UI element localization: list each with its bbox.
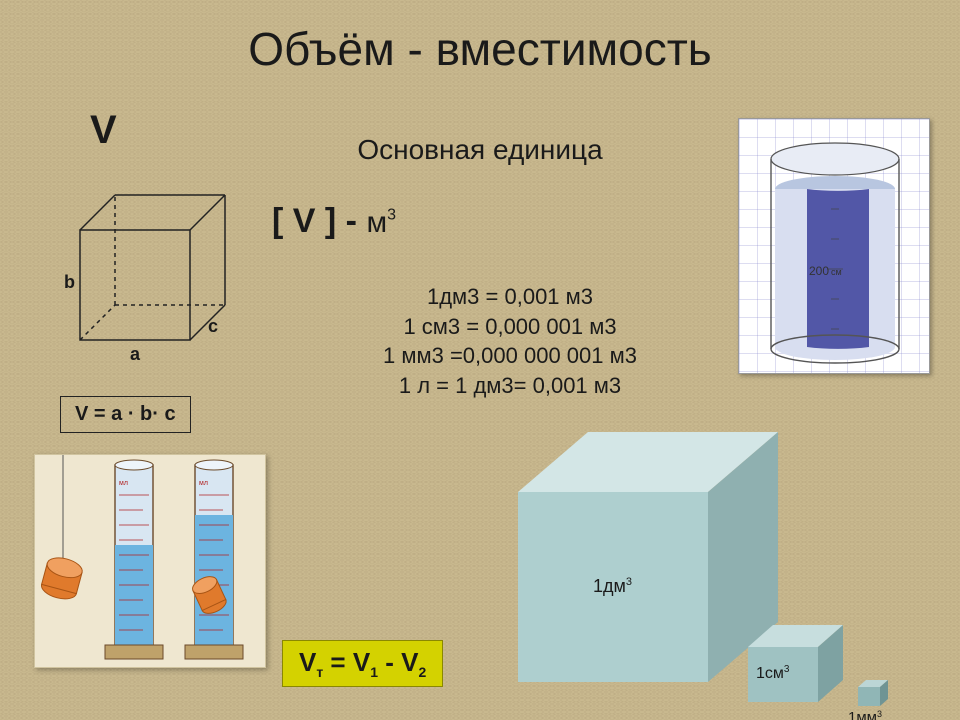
unit-exp: 3 <box>387 207 396 224</box>
conversion-block: 1дм3 = 0,001 м3 1 см3 = 0,000 001 м3 1 м… <box>310 282 710 401</box>
unit-notation: [ V ] - м3 <box>272 202 396 241</box>
svg-text:мл: мл <box>119 480 128 487</box>
cube-formula: V = a · b· c <box>60 396 191 433</box>
cube-mm3-label: 1мм <box>848 709 877 720</box>
conversion-line: 1 л = 1 дм3= 0,001 м3 <box>310 371 710 401</box>
cube-cm3-exp: 3 <box>784 664 790 675</box>
svg-text:200см: 200см <box>809 264 842 278</box>
cube-label-c: c <box>208 316 218 336</box>
beaker-tick: 200 <box>809 264 829 278</box>
page-title: Объём - вместимость <box>0 22 960 76</box>
cube-dm3-label: 1дм <box>593 576 626 596</box>
vt-formula: Vт = V1 - V2 <box>282 640 443 687</box>
cube-cm3 <box>748 625 843 702</box>
unit-cubes-diagram: 1дм3 1см3 1мм3 <box>498 422 938 712</box>
vt-sub: т <box>316 664 323 680</box>
conversion-line: 1 мм3 =0,000 000 001 м3 <box>310 341 710 371</box>
cube-label-b: b <box>64 272 75 292</box>
vt-sub1: 1 <box>370 664 378 680</box>
unit-prefix: [ V ] - <box>272 202 366 240</box>
beaker-tick-unit: см <box>831 267 842 277</box>
cube-diagram: a b c <box>70 180 230 350</box>
conversion-line: 1дм3 = 0,001 м3 <box>310 282 710 312</box>
vt-sub2: 2 <box>418 664 426 680</box>
cube-dm3-exp: 3 <box>626 576 632 588</box>
cube-mm3 <box>858 680 888 706</box>
cube-mm3-exp: 3 <box>877 709 882 719</box>
beaker-diagram: 200см <box>738 118 930 374</box>
cube-cm3-label: 1см <box>756 665 784 682</box>
conversion-line: 1 см3 = 0,000 001 м3 <box>310 312 710 342</box>
svg-text:1мм3: 1мм3 <box>848 709 882 720</box>
svg-text:мл: мл <box>199 480 208 487</box>
cylinders-diagram: мл <box>34 454 266 668</box>
unit-base: м <box>366 206 387 239</box>
cube-label-a: a <box>130 344 141 364</box>
cube-dm3 <box>518 432 778 682</box>
